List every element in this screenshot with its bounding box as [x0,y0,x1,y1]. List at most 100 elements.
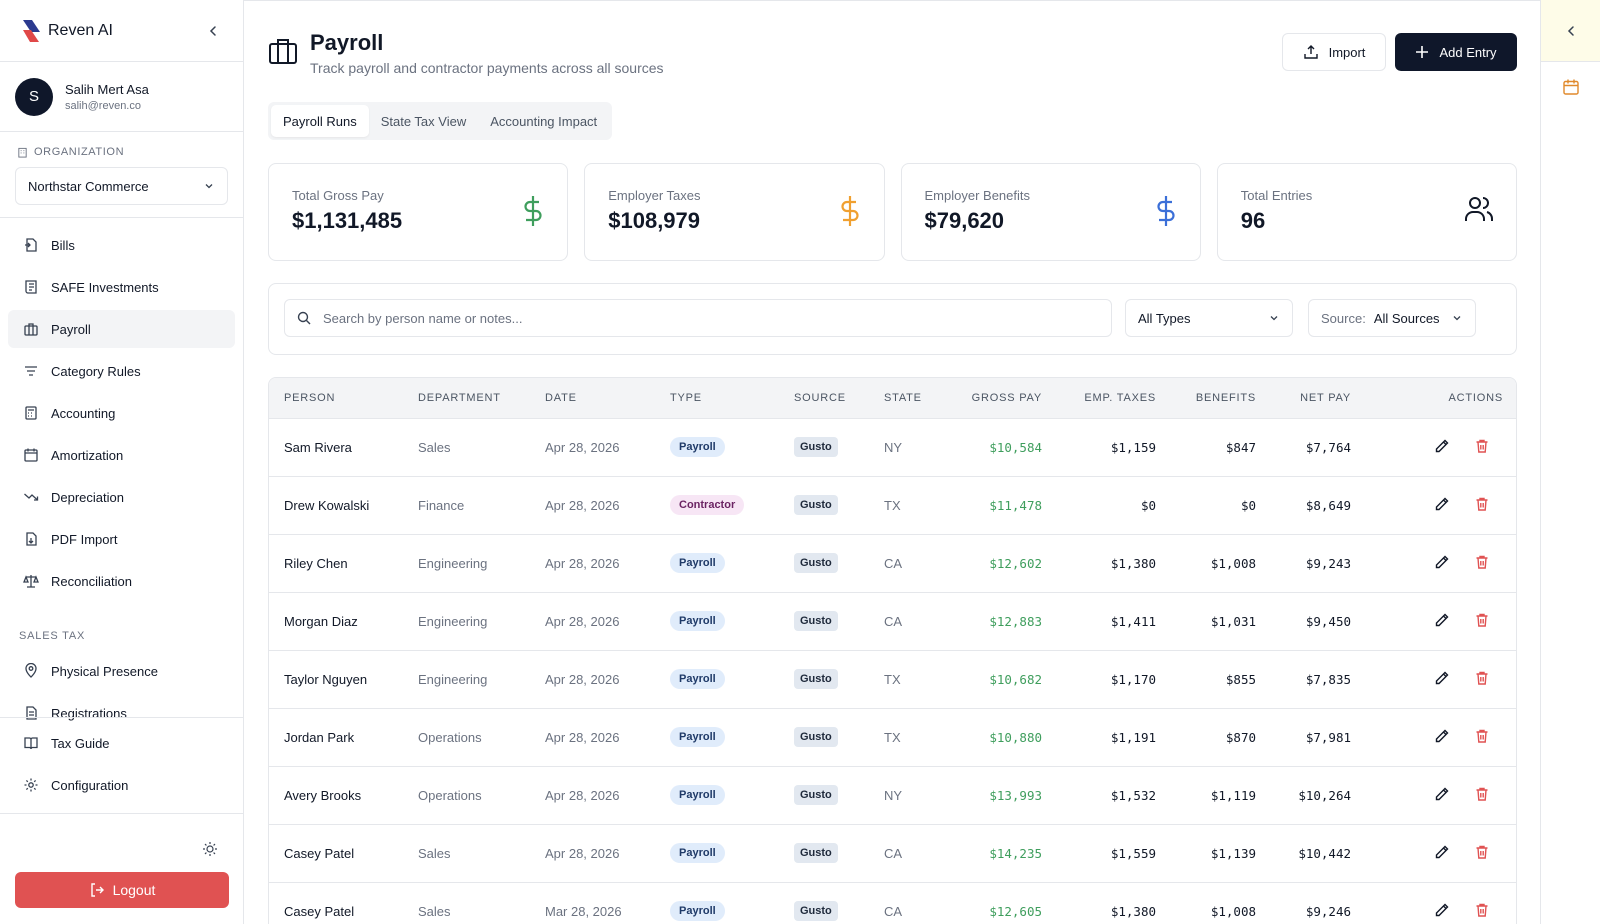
cell-person: Riley Chen [284,555,348,571]
building-icon [18,147,27,158]
delete-button[interactable] [1474,786,1492,804]
edit-button[interactable] [1434,438,1452,456]
table-row[interactable]: Jordan Park Operations Apr 28, 2026 Payroll… [269,708,1516,766]
sidebar-item-depreciation[interactable]: Depreciation [8,478,235,516]
cell-date: Apr 28, 2026 [545,671,620,687]
dollar-icon [840,196,859,226]
file-import-icon [26,532,37,546]
cell-state: TX [884,497,901,513]
column-header[interactable]: DEPARTMENT [418,391,501,404]
table-row[interactable]: Drew Kowalski Finance Apr 28, 2026 Contract… [269,476,1516,534]
import-button[interactable]: Import [1282,33,1386,71]
column-header[interactable]: PERSON [284,391,336,404]
edit-button[interactable] [1434,786,1452,804]
cell-net-pay: $9,243 [1305,555,1351,571]
cell-source: Gusto [779,708,869,766]
edit-button[interactable] [1434,670,1452,688]
column-header[interactable]: BENEFITS [1195,391,1256,404]
cell-date: Apr 28, 2026 [545,613,620,629]
table-row[interactable]: Riley Chen Engineering Apr 28, 2026 Payroll… [269,534,1516,592]
sidebar-item-payroll[interactable]: Payroll [8,310,235,348]
delete-button[interactable] [1474,554,1492,572]
collapse-sidebar-button[interactable] [203,21,223,41]
cell-type: Payroll [655,650,779,708]
cell-date: Apr 28, 2026 [545,555,620,571]
page-subtitle: Track payroll and contractor payments ac… [310,60,664,76]
cell-person: Casey Patel [284,903,355,919]
table-row[interactable]: Morgan Diaz Engineering Apr 28, 2026 Payrol… [269,592,1516,650]
tab-accounting-impact[interactable]: Accounting Impact [490,113,598,129]
column-header[interactable]: EMP. TAXES [1084,391,1156,404]
source-select[interactable]: Source: All Sources [1308,299,1476,337]
edit-button[interactable] [1434,612,1452,630]
delete-button[interactable] [1474,496,1492,514]
cell-emp-taxes: $1,380 [1110,555,1156,571]
delete-button[interactable] [1474,728,1492,746]
sidebar-item-amortization[interactable]: Amortization [8,436,235,474]
tab-payroll-runs[interactable]: Payroll Runs [271,105,369,137]
edit-button[interactable] [1434,496,1452,514]
expand-panel-button[interactable] [1541,0,1600,62]
search-input[interactable] [323,310,1083,326]
cell-source: Gusto [779,824,869,882]
cell-source: Gusto [779,650,869,708]
table-row[interactable]: Avery Brooks Operations Apr 28, 2026 Payrol… [269,766,1516,824]
column-header[interactable]: STATE [884,391,922,404]
column-header[interactable]: NET PAY [1300,391,1351,404]
sales-tax-label: SALES TAX [19,630,86,642]
cell-person: Taylor Nguyen [284,671,368,687]
sidebar-item-configuration[interactable]: Configuration [8,766,235,804]
table-row[interactable]: Casey Patel Sales Mar 28, 2026 Payroll Gusto… [269,882,1516,924]
delete-button[interactable] [1474,612,1492,630]
type-select[interactable]: All Types [1125,299,1293,337]
sidebar-item-bills[interactable]: Bills [8,226,235,264]
sidebar-item-accounting[interactable]: Accounting [8,394,235,432]
column-header[interactable]: SOURCE [794,391,846,404]
briefcase-icon [269,39,297,64]
sun-icon[interactable] [201,840,219,858]
table-row[interactable]: Sam Rivera Sales Apr 28, 2026 Payroll Gusto N… [269,418,1516,476]
cell-state: TX [884,729,901,745]
cell-actions [1351,882,1516,924]
sidebar-item-category-rules[interactable]: Category Rules [8,352,235,390]
edit-button[interactable] [1434,844,1452,862]
column-header[interactable]: DATE [545,391,577,404]
table-row[interactable]: Casey Patel Sales Apr 28, 2026 Payroll Gusto… [269,824,1516,882]
stat-value: $1,131,485 [292,208,403,233]
source-badge: Gusto [794,669,838,689]
sidebar-item-pdf-import[interactable]: PDF Import [8,520,235,558]
cell-state: CA [884,613,903,629]
sidebar-item-physical-presence[interactable]: Physical Presence [8,652,235,690]
logout-button[interactable]: Logout [15,872,229,908]
gear-icon [24,778,38,792]
organization-select[interactable]: Northstar Commerce [15,167,228,205]
cell-department: Finance [418,497,465,513]
tab-state-tax-view[interactable]: State Tax View [380,113,467,129]
table-row[interactable]: Taylor Nguyen Engineering Apr 28, 2026 Payr… [269,650,1516,708]
add-entry-button[interactable]: Add Entry [1395,33,1517,71]
cell-date: Apr 28, 2026 [545,497,620,513]
stat-value: $79,620 [924,208,1005,233]
edit-button[interactable] [1434,554,1452,572]
sidebar-item-reconciliation[interactable]: Reconciliation [8,562,235,600]
sidebar-item-tax-guide[interactable]: Tax Guide [8,724,235,762]
type-badge: Payroll [670,669,725,689]
user-profile[interactable]: S Salih Mert Asa salih@reven.co [0,62,243,132]
source-badge: Gusto [794,495,838,515]
calendar-button[interactable] [1541,78,1600,96]
stat-label: Total Entries [1240,188,1313,203]
column-header[interactable]: GROSS PAY [971,391,1042,404]
column-header[interactable]: TYPE [670,391,702,404]
delete-button[interactable] [1474,438,1492,456]
calculator-icon [25,406,37,420]
delete-button[interactable] [1474,844,1492,862]
delete-button[interactable] [1474,670,1492,688]
sidebar-item-safe-investments[interactable]: SAFE Investments [8,268,235,306]
edit-button[interactable] [1434,728,1452,746]
right-panel [1540,0,1600,924]
edit-button[interactable] [1434,902,1452,920]
stat-label: Total Gross Pay [292,188,384,203]
delete-button[interactable] [1474,902,1492,920]
source-selected: All Sources [1373,310,1440,326]
cell-net-pay: $10,442 [1298,845,1351,861]
